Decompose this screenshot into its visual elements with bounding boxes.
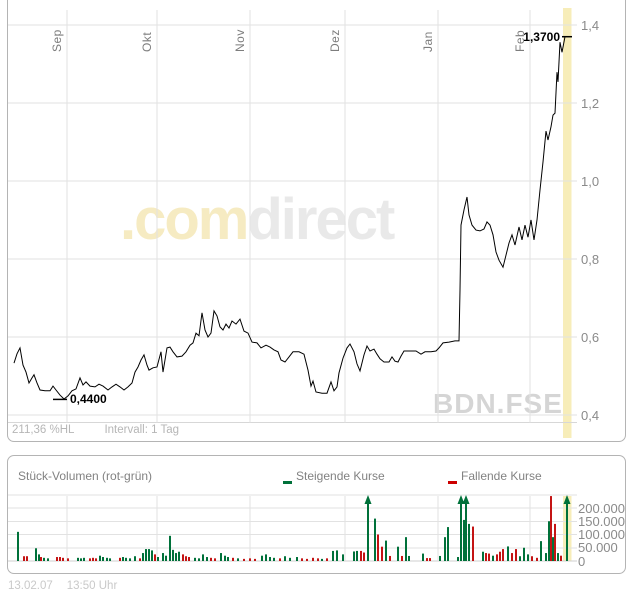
comdirect-watermark: .comdirect xyxy=(120,186,395,253)
month-label-dez: Dez xyxy=(328,29,342,52)
chart-timestamp: 13.02.07 13:50 Uhr xyxy=(8,580,131,592)
volume-chart-panel xyxy=(7,455,626,574)
month-label-sep: Sep xyxy=(50,29,64,52)
falling-prices-legend-label: Fallende Kurse xyxy=(461,469,542,483)
volume-title: Stück-Volumen (rot-grün) xyxy=(18,469,153,483)
rising-prices-legend-label: Steigende Kurse xyxy=(296,469,385,483)
chart-footer: 211,36 %HL Intervall: 1 Tag xyxy=(12,424,209,436)
rising-prices-legend-swatch xyxy=(283,481,292,484)
last-price-annotation: 1,3700 xyxy=(523,30,560,44)
symbol-watermark: BDN.FSE xyxy=(433,388,563,419)
volume-axis-label: 100.000 xyxy=(578,527,625,542)
price-axis-label: 1,2 xyxy=(581,95,600,111)
price-axis-label: 0,4 xyxy=(581,407,600,423)
price-axis-label: 0,8 xyxy=(581,251,600,267)
volume-axis-label: 50.000 xyxy=(578,540,618,556)
timestamp-date: 13.02.07 xyxy=(8,580,53,592)
comdirect-watermark-direct: direct xyxy=(247,187,395,252)
interval-label: Intervall: 1 Tag xyxy=(104,424,180,436)
timestamp-time: 13:50 Uhr xyxy=(66,580,118,592)
price-axis-label: 1,0 xyxy=(581,173,600,189)
volume-axis-label: 0 xyxy=(578,553,586,569)
month-label-feb: Feb xyxy=(513,29,527,52)
low-price-annotation: 0,4400 xyxy=(70,392,107,406)
percent-hl-value: 211,36 %HL xyxy=(12,424,75,436)
price-axis-label: 1,4 xyxy=(581,17,600,33)
comdirect-watermark-com: .com xyxy=(120,187,249,252)
falling-prices-legend-swatch xyxy=(448,481,457,484)
month-label-nov: Nov xyxy=(233,29,247,52)
month-label-jan: Jan xyxy=(421,31,435,52)
volume-axis-label: 200.000 xyxy=(578,500,625,516)
volume-axis-label: 150.000 xyxy=(578,513,625,529)
month-label-okt: Okt xyxy=(140,31,154,52)
price-axis-label: 0,6 xyxy=(581,329,600,345)
